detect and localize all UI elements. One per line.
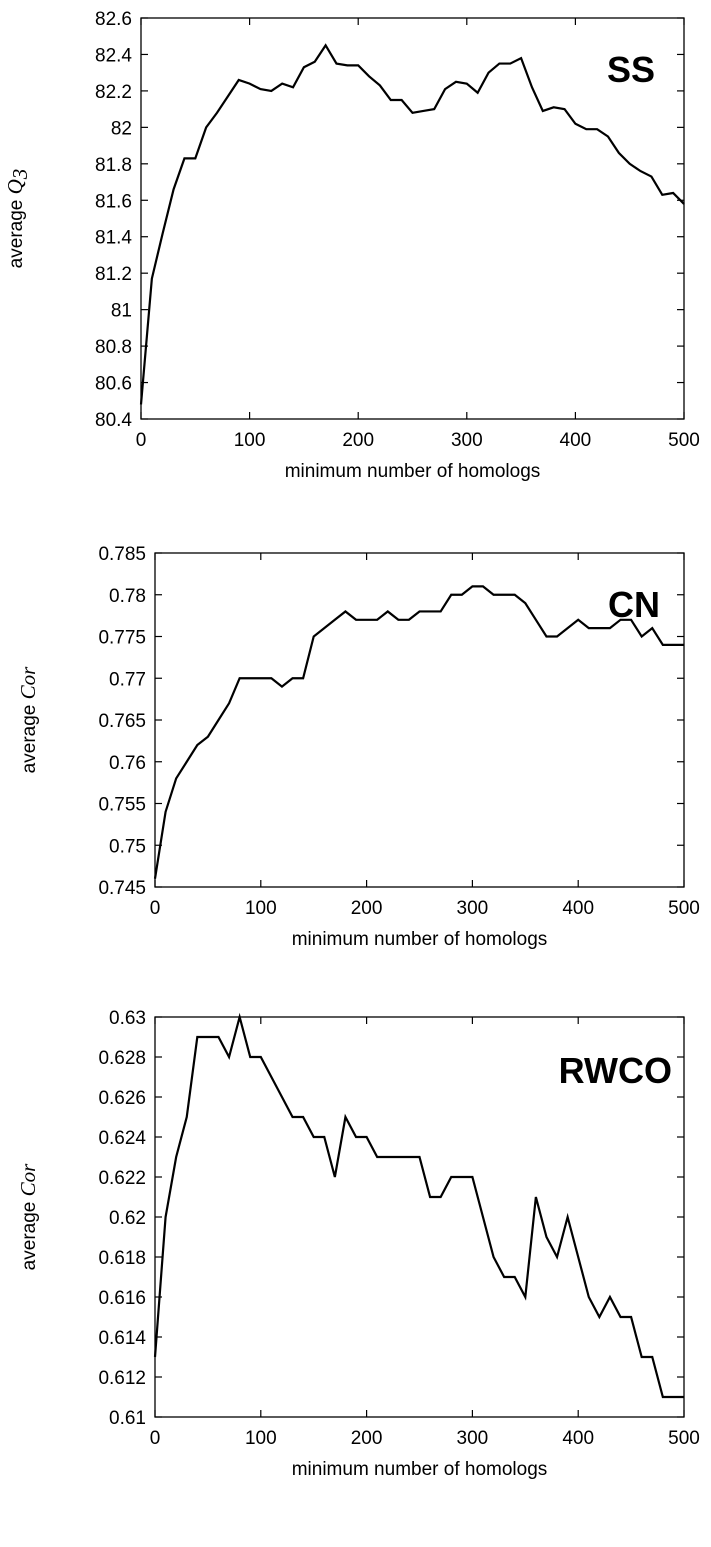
y-tick-label: 0.755 xyxy=(98,795,146,816)
y-axis-label-symbol: Cor xyxy=(16,1163,40,1197)
y-tick-label: 81.6 xyxy=(95,191,132,212)
y-axis-label-prefix: average xyxy=(19,699,40,773)
y-axis-label-prefix: average xyxy=(19,1196,40,1270)
y-tick-label: 82.4 xyxy=(95,45,132,66)
x-tick-label: 500 xyxy=(668,1428,700,1449)
y-tick-label: 81.4 xyxy=(95,228,132,249)
y-tick-label: 82.6 xyxy=(95,9,132,30)
panel-label: SS xyxy=(607,49,655,90)
y-axis-label-symbol: Q xyxy=(3,179,27,194)
x-tick-label: 200 xyxy=(351,1428,383,1449)
y-tick-label: 81.8 xyxy=(95,155,132,176)
plot-frame xyxy=(140,17,685,420)
x-tick-label: 100 xyxy=(245,1428,277,1449)
x-tick-label: 500 xyxy=(668,430,700,451)
x-tick-label: 500 xyxy=(668,898,700,919)
x-tick-label: 400 xyxy=(562,1428,594,1449)
y-tick-label: 0.618 xyxy=(98,1248,146,1269)
y-tick-label: 0.77 xyxy=(109,669,146,690)
y-tick-label: 0.63 xyxy=(109,1008,146,1029)
y-tick-label: 0.628 xyxy=(98,1048,146,1069)
y-tick-label: 0.626 xyxy=(98,1088,146,1109)
y-tick-label: 0.622 xyxy=(98,1168,146,1189)
x-axis-label: minimum number of homologs xyxy=(292,929,548,950)
series-line xyxy=(153,1012,684,1399)
y-tick-label: 82.2 xyxy=(95,82,132,103)
y-tick-label: 0.61 xyxy=(109,1408,146,1429)
y-tick-label: 0.75 xyxy=(109,836,146,857)
y-tick-label: 0.78 xyxy=(109,586,146,607)
x-tick-label: 400 xyxy=(562,898,594,919)
y-axis-label: average Cor xyxy=(16,666,40,773)
y-tick-label: 0.785 xyxy=(98,544,146,565)
x-tick-label: 300 xyxy=(457,1428,489,1449)
y-tick-label: 0.775 xyxy=(98,628,146,649)
y-tick-label: 0.614 xyxy=(98,1328,146,1349)
x-tick-label: 300 xyxy=(451,430,483,451)
y-tick-label: 0.624 xyxy=(98,1128,146,1149)
x-tick-label: 200 xyxy=(351,898,383,919)
series-line xyxy=(139,43,685,405)
y-tick-label: 0.62 xyxy=(109,1208,146,1229)
y-axis-label: average Cor xyxy=(16,1163,40,1270)
y-tick-label: 0.616 xyxy=(98,1288,146,1309)
x-tick-label: 0 xyxy=(150,1428,161,1449)
plot-frame xyxy=(154,552,685,888)
panel-label: RWCO xyxy=(559,1050,672,1091)
x-tick-label: 100 xyxy=(245,898,277,919)
chart-panel-rwco: 0 100 200 300 400 500 0.61 0.612 0.614 0.616 0.618… xyxy=(16,1008,700,1480)
x-tick-label: 100 xyxy=(234,430,266,451)
x-axis-label: minimum number of homologs xyxy=(285,461,541,482)
y-tick-label: 80.4 xyxy=(95,410,132,431)
y-axis-label: average Q3 xyxy=(3,169,32,269)
y-tick-label: 82 xyxy=(111,118,132,139)
x-tick-label: 200 xyxy=(342,430,374,451)
x-axis-label: minimum number of homologs xyxy=(292,1459,548,1480)
chart-panel-ss: 0 100 200 300 400 500 80.4 80.6 80.8 81 81.2 81.4 81… xyxy=(3,9,700,482)
y-axis-label-subscript: 3 xyxy=(8,169,32,181)
y-axis-label-prefix: average xyxy=(6,194,27,268)
y-axis-label-symbol: Cor xyxy=(16,666,40,700)
y-tick-label: 80.8 xyxy=(95,337,132,358)
x-tick-label: 0 xyxy=(150,898,161,919)
y-tick-label: 0.76 xyxy=(109,753,146,774)
y-tick-label: 0.765 xyxy=(98,711,146,732)
y-tick-label: 81.2 xyxy=(95,264,132,285)
y-tick-label: 81 xyxy=(111,301,132,322)
y-tick-label: 0.612 xyxy=(98,1368,146,1389)
chart-panel-cn: 0 100 200 300 400 500 0.745 0.75 0.755 0.76 0.765 0… xyxy=(16,544,700,950)
x-tick-label: 300 xyxy=(457,898,489,919)
y-tick-label: 80.6 xyxy=(95,374,132,395)
y-tick-label: 0.745 xyxy=(98,878,146,899)
x-tick-label: 0 xyxy=(136,430,147,451)
series-line xyxy=(153,585,684,879)
x-tick-label: 400 xyxy=(560,430,592,451)
panel-label: CN xyxy=(608,584,660,625)
